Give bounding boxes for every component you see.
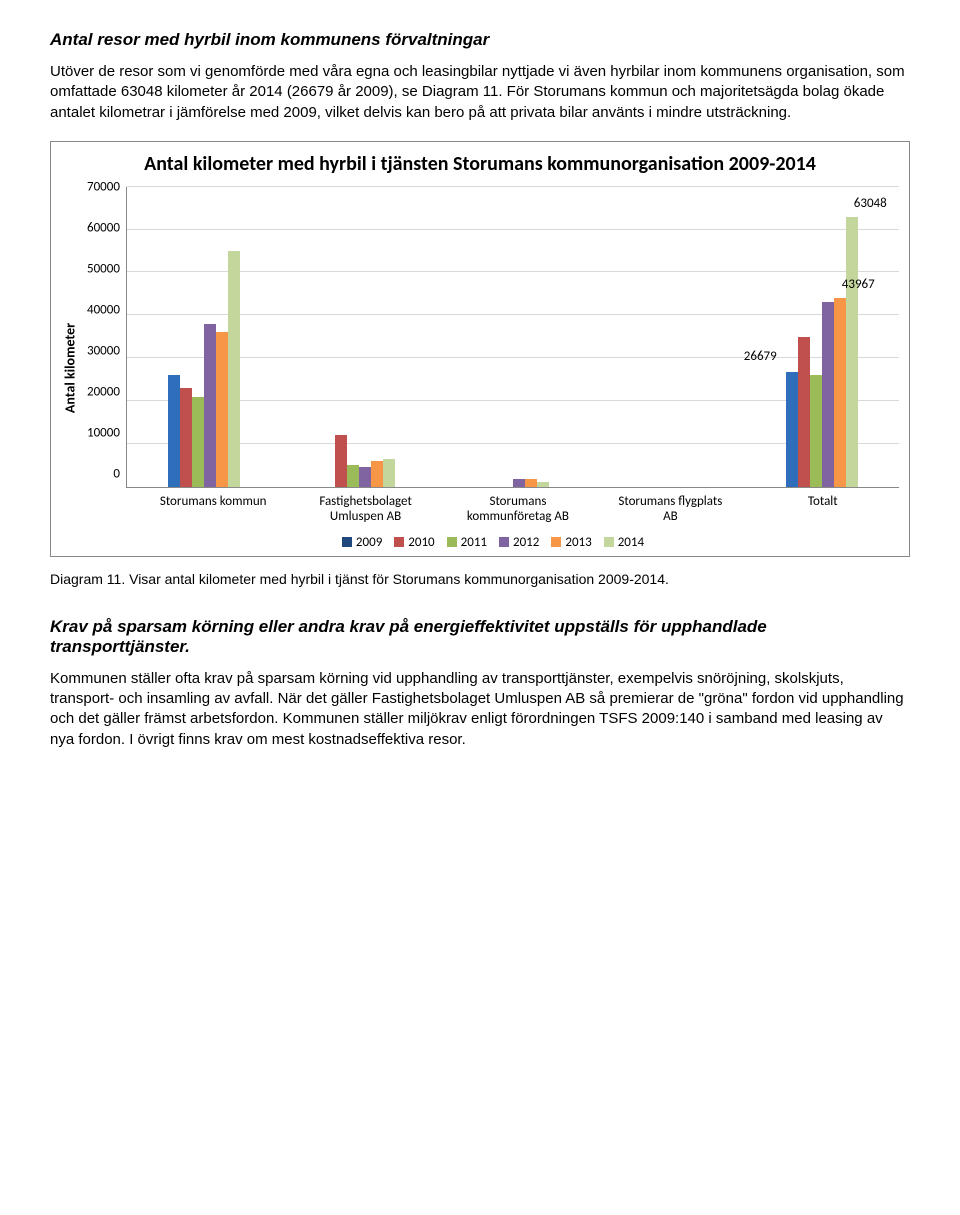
bar [834,298,846,486]
legend-label: 2009 [356,535,382,550]
bar [822,302,834,486]
y-tick-label: 70000 [87,180,120,193]
bar [810,375,822,486]
y-tick-label: 40000 [87,303,120,316]
bar-group [168,251,240,487]
plot-area: 26679 43967 63048 [126,187,899,488]
legend-label: 2013 [565,535,591,550]
legend-swatch [394,537,404,547]
value-label: 26679 [744,349,777,364]
y-tick-label: 60000 [87,221,120,234]
value-label: 43967 [842,277,875,292]
y-tick-label: 50000 [87,262,120,275]
section1-title: Antal resor med hyrbil inom kommunens fö… [50,30,910,50]
bar [192,397,204,487]
bar [204,324,216,487]
x-tick-label: Storumans kommun [153,494,273,525]
legend-label: 2010 [408,535,434,550]
bar [525,479,537,486]
bar [168,375,180,486]
legend-swatch [604,537,614,547]
legend-item: 2012 [499,535,539,550]
legend-item: 2014 [604,535,644,550]
y-ticks: 700006000050000400003000020000100000 [87,187,126,487]
chart-caption: Diagram 11. Visar antal kilometer med hy… [50,571,910,587]
section1-body: Utöver de resor som vi genomförde med vå… [50,62,910,123]
legend-item: 2013 [551,535,591,550]
legend-swatch [499,537,509,547]
legend-swatch [551,537,561,547]
bar [513,479,525,487]
bar [798,337,810,487]
bar [786,372,798,486]
legend-item: 2010 [394,535,434,550]
bar [846,217,858,487]
bar-group [477,479,549,487]
legend-label: 2011 [461,535,487,550]
y-tick-label: 0 [87,467,120,480]
bar [180,388,192,487]
bar [216,332,228,486]
y-tick-label: 10000 [87,426,120,439]
x-tick-label: Totalt [763,494,883,525]
legend-swatch [342,537,352,547]
section2-title: Krav på sparsam körning eller andra krav… [50,617,910,657]
bar [228,251,240,487]
section2-body: Kommunen ställer ofta krav på sparsam kö… [50,669,910,750]
y-tick-label: 30000 [87,344,120,357]
y-tick-label: 20000 [87,385,120,398]
y-axis-label: Antal kilometer [62,323,79,413]
legend-label: 2012 [513,535,539,550]
value-label: 63048 [854,196,887,211]
legend-label: 2014 [618,535,644,550]
legend-item: 2011 [447,535,487,550]
bar [537,482,549,487]
bar [383,459,395,487]
bar-group: 266794396763048 [786,217,858,487]
x-tick-label: Storumans flygplats AB [610,494,730,525]
x-labels: Storumans kommun Fastighetsbolaget Umlusp… [137,494,899,525]
legend-swatch [447,537,457,547]
bar [335,435,347,486]
legend-item: 2009 [342,535,382,550]
legend: 2009 2010 2011 2012 2013 2014 [87,535,899,550]
bar [371,461,383,487]
chart-title: Antal kilometer med hyrbil i tjänsten St… [61,152,899,177]
chart-container: Antal kilometer med hyrbil i tjänsten St… [50,141,910,557]
bar [359,467,371,486]
x-tick-label: Fastighetsbolaget Umluspen AB [306,494,426,525]
x-tick-label: Storumans kommunföretag AB [458,494,578,525]
bar-group [323,435,395,486]
bar [347,465,359,486]
